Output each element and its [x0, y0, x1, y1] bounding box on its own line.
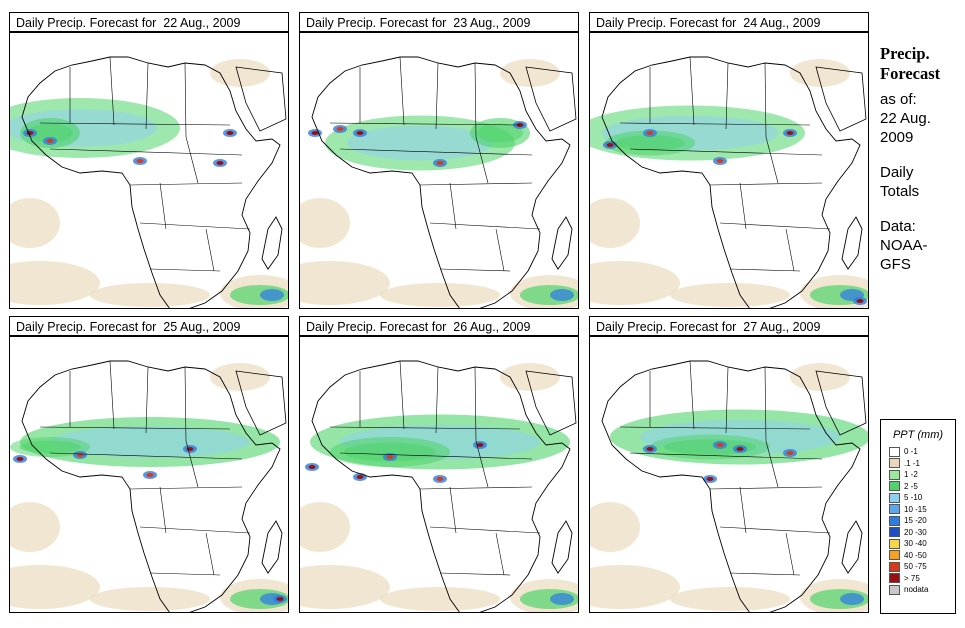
forecast-panel-2: Daily Precip. Forecast for 23 Aug., 2009	[299, 12, 579, 309]
forecast-panel-4: Daily Precip. Forecast for 25 Aug., 2009	[9, 316, 289, 613]
ppt-legend: PPT (mm) 0 -1.1 -1 1 -2 2 -5 5 -10 10 -15 15 …	[880, 419, 956, 614]
legend-label: 50 -75	[904, 562, 927, 572]
legend-swatch	[889, 515, 900, 526]
legend-swatch	[889, 458, 900, 469]
legend-label: > 75	[904, 573, 920, 583]
legend-label: 15 -20	[904, 516, 927, 526]
forecast-panel-5: Daily Precip. Forecast for 26 Aug., 2009	[299, 316, 579, 613]
forecast-panel-3: Daily Precip. Forecast for 24 Aug., 2009	[589, 12, 869, 309]
panel-title: Daily Precip. Forecast for 22 Aug., 2009	[9, 12, 289, 32]
map-svg	[300, 360, 578, 612]
legend-swatch	[889, 481, 900, 492]
legend-item: 50 -75	[881, 561, 955, 573]
map-svg	[10, 56, 288, 308]
legend-label: 0 -1	[904, 447, 918, 457]
legend-item: 2 -5	[881, 481, 955, 493]
data-label: Data:	[880, 218, 916, 235]
legend-item: .1 -1	[881, 458, 955, 470]
legend-label: .1 -1	[904, 458, 921, 468]
legend-label: nodata	[904, 585, 929, 595]
map-svg	[10, 360, 288, 612]
forecast-panel-6: Daily Precip. Forecast for 27 Aug., 2009	[589, 316, 869, 613]
legend-swatch	[889, 469, 900, 480]
legend-label: 5 -10	[904, 493, 923, 503]
legend-item: 5 -10	[881, 492, 955, 504]
precip-map[interactable]	[9, 32, 289, 309]
panel-title: Daily Precip. Forecast for 27 Aug., 2009	[589, 316, 869, 336]
legend-label: 20 -30	[904, 527, 927, 537]
legend-item: 20 -30	[881, 527, 955, 539]
legend-label: 30 -40	[904, 539, 927, 549]
legend-label: 2 -5	[904, 481, 918, 491]
legend-swatch	[889, 573, 900, 584]
legend-label: 10 -15	[904, 504, 927, 514]
legend-item: 30 -40	[881, 538, 955, 550]
legend-swatch	[889, 538, 900, 549]
legend-item: 1 -2	[881, 469, 955, 481]
data-source-line1: NOAA-	[880, 237, 928, 254]
panel-title: Daily Precip. Forecast for 26 Aug., 2009	[299, 316, 579, 336]
legend-label: 40 -50	[904, 550, 927, 560]
asof-date-line1: 22 Aug.	[880, 110, 931, 127]
panel-title: Daily Precip. Forecast for 24 Aug., 2009	[589, 12, 869, 32]
precip-map[interactable]	[589, 336, 869, 613]
legend-swatch	[889, 492, 900, 503]
legend-item: 15 -20	[881, 515, 955, 527]
precip-map[interactable]	[299, 336, 579, 613]
legend-swatch	[889, 584, 900, 595]
legend-swatch	[889, 527, 900, 538]
panel-title: Daily Precip. Forecast for 23 Aug., 2009	[299, 12, 579, 32]
precip-map[interactable]	[589, 32, 869, 309]
legend-swatch	[889, 504, 900, 515]
asof-date-line2: 2009	[880, 129, 914, 146]
side-title-line2: Forecast	[880, 64, 941, 83]
legend-item: 0 -1	[881, 446, 955, 458]
precip-map[interactable]	[299, 32, 579, 309]
map-svg	[300, 56, 578, 308]
legend-item: 10 -15	[881, 504, 955, 516]
side-info: Precip. Forecast as of: 22 Aug. 2009 Dai…	[880, 44, 964, 274]
totals-line1: Daily	[880, 164, 914, 181]
legend-title: PPT (mm)	[892, 429, 944, 441]
side-title-line1: Precip.	[880, 44, 930, 63]
totals-line2: Totals	[880, 183, 920, 200]
map-svg	[590, 56, 868, 308]
legend-swatch	[889, 550, 900, 561]
legend-swatch	[889, 561, 900, 572]
forecast-panel-1: Daily Precip. Forecast for 22 Aug., 2009	[9, 12, 289, 309]
asof-label: as of:	[880, 91, 917, 108]
legend-item: nodata	[881, 584, 955, 596]
data-source-line2: GFS	[880, 256, 911, 273]
panel-title: Daily Precip. Forecast for 25 Aug., 2009	[9, 316, 289, 336]
precip-map[interactable]	[9, 336, 289, 613]
map-svg	[590, 360, 868, 612]
legend-label: 1 -2	[904, 470, 918, 480]
legend-swatch	[889, 446, 900, 457]
legend-item: 40 -50	[881, 550, 955, 562]
legend-item: > 75	[881, 573, 955, 585]
